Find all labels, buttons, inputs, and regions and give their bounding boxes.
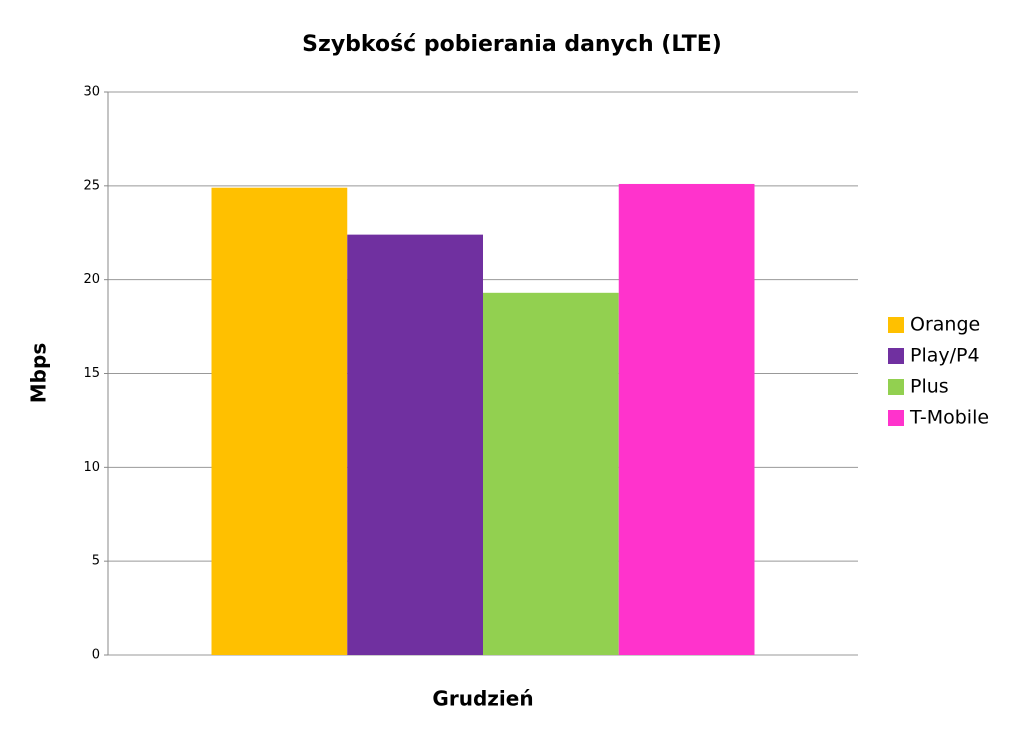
x-tick-label: Grudzień	[432, 687, 533, 711]
legend-swatch	[888, 348, 904, 364]
legend-label: T-Mobile	[909, 407, 989, 429]
y-tick-label: 30	[83, 85, 100, 100]
y-tick-label: 0	[92, 648, 100, 663]
y-tick-label: 5	[92, 554, 100, 569]
legend-label: Orange	[910, 314, 980, 336]
bar	[347, 234, 483, 656]
y-axis-title: Mbps	[27, 343, 51, 403]
chart-title: Szybkość pobierania danych (LTE)	[302, 32, 722, 57]
bar	[618, 183, 755, 655]
legend-label: Play/P4	[910, 345, 980, 367]
legend-swatch	[888, 410, 904, 426]
bar	[483, 292, 619, 655]
legend-label: Plus	[910, 376, 949, 398]
legend-swatch	[888, 379, 904, 395]
bar	[211, 187, 348, 655]
y-tick-label: 25	[83, 178, 100, 193]
y-tick-label: 20	[83, 272, 100, 287]
y-tick-label: 15	[83, 366, 100, 381]
y-tick-label: 10	[83, 460, 100, 475]
legend-swatch	[888, 317, 904, 333]
